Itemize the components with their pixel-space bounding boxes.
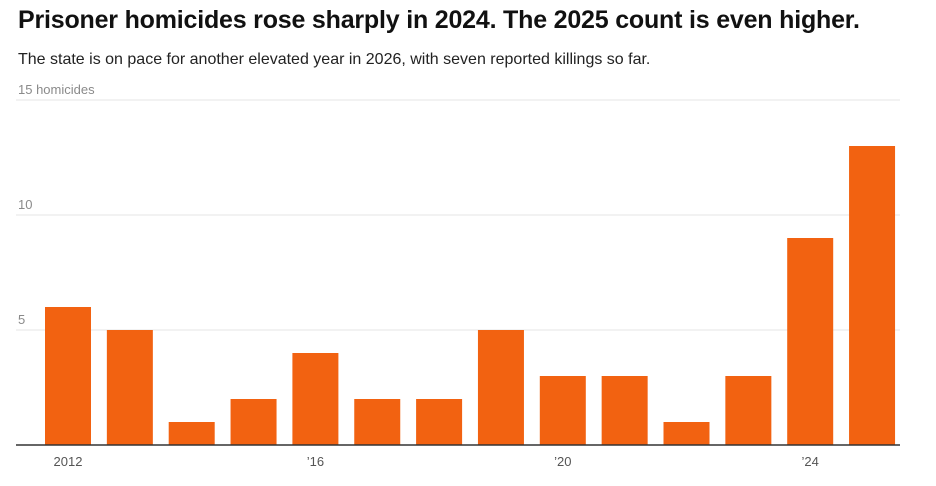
bar-2018: [416, 399, 463, 445]
x-tick-label: ’20: [554, 454, 571, 469]
bar-2021: [601, 376, 648, 445]
bar-2025: [849, 146, 896, 445]
bar-2022: [663, 422, 710, 445]
bar-2014: [168, 422, 215, 445]
x-tick-label: ’24: [802, 454, 819, 469]
bar-2012: [45, 307, 91, 445]
bar-2017: [354, 399, 401, 445]
bars: [45, 146, 896, 445]
bar-2020: [539, 376, 586, 445]
bar-2024: [787, 238, 834, 445]
tick-labels: 5 10 15 homicides 2012 ’16 ’20 ’24: [18, 82, 819, 469]
bar-2019: [477, 330, 524, 445]
x-tick-label: ’16: [307, 454, 324, 469]
bar-2015: [230, 399, 277, 445]
x-tick-label: 2012: [54, 454, 83, 469]
bar-2016: [292, 353, 339, 445]
y-tick-label: 10: [18, 197, 32, 212]
y-tick-label: 5: [18, 312, 25, 327]
chart-subtitle: The state is on pace for another elevate…: [18, 51, 651, 68]
y-tick-label: 15 homicides: [18, 82, 95, 97]
bar-2013: [106, 330, 153, 445]
gridlines: [16, 99, 900, 331]
bar-2023: [725, 376, 772, 445]
chart-title: Prisoner homicides rose sharply in 2024.…: [18, 6, 860, 34]
